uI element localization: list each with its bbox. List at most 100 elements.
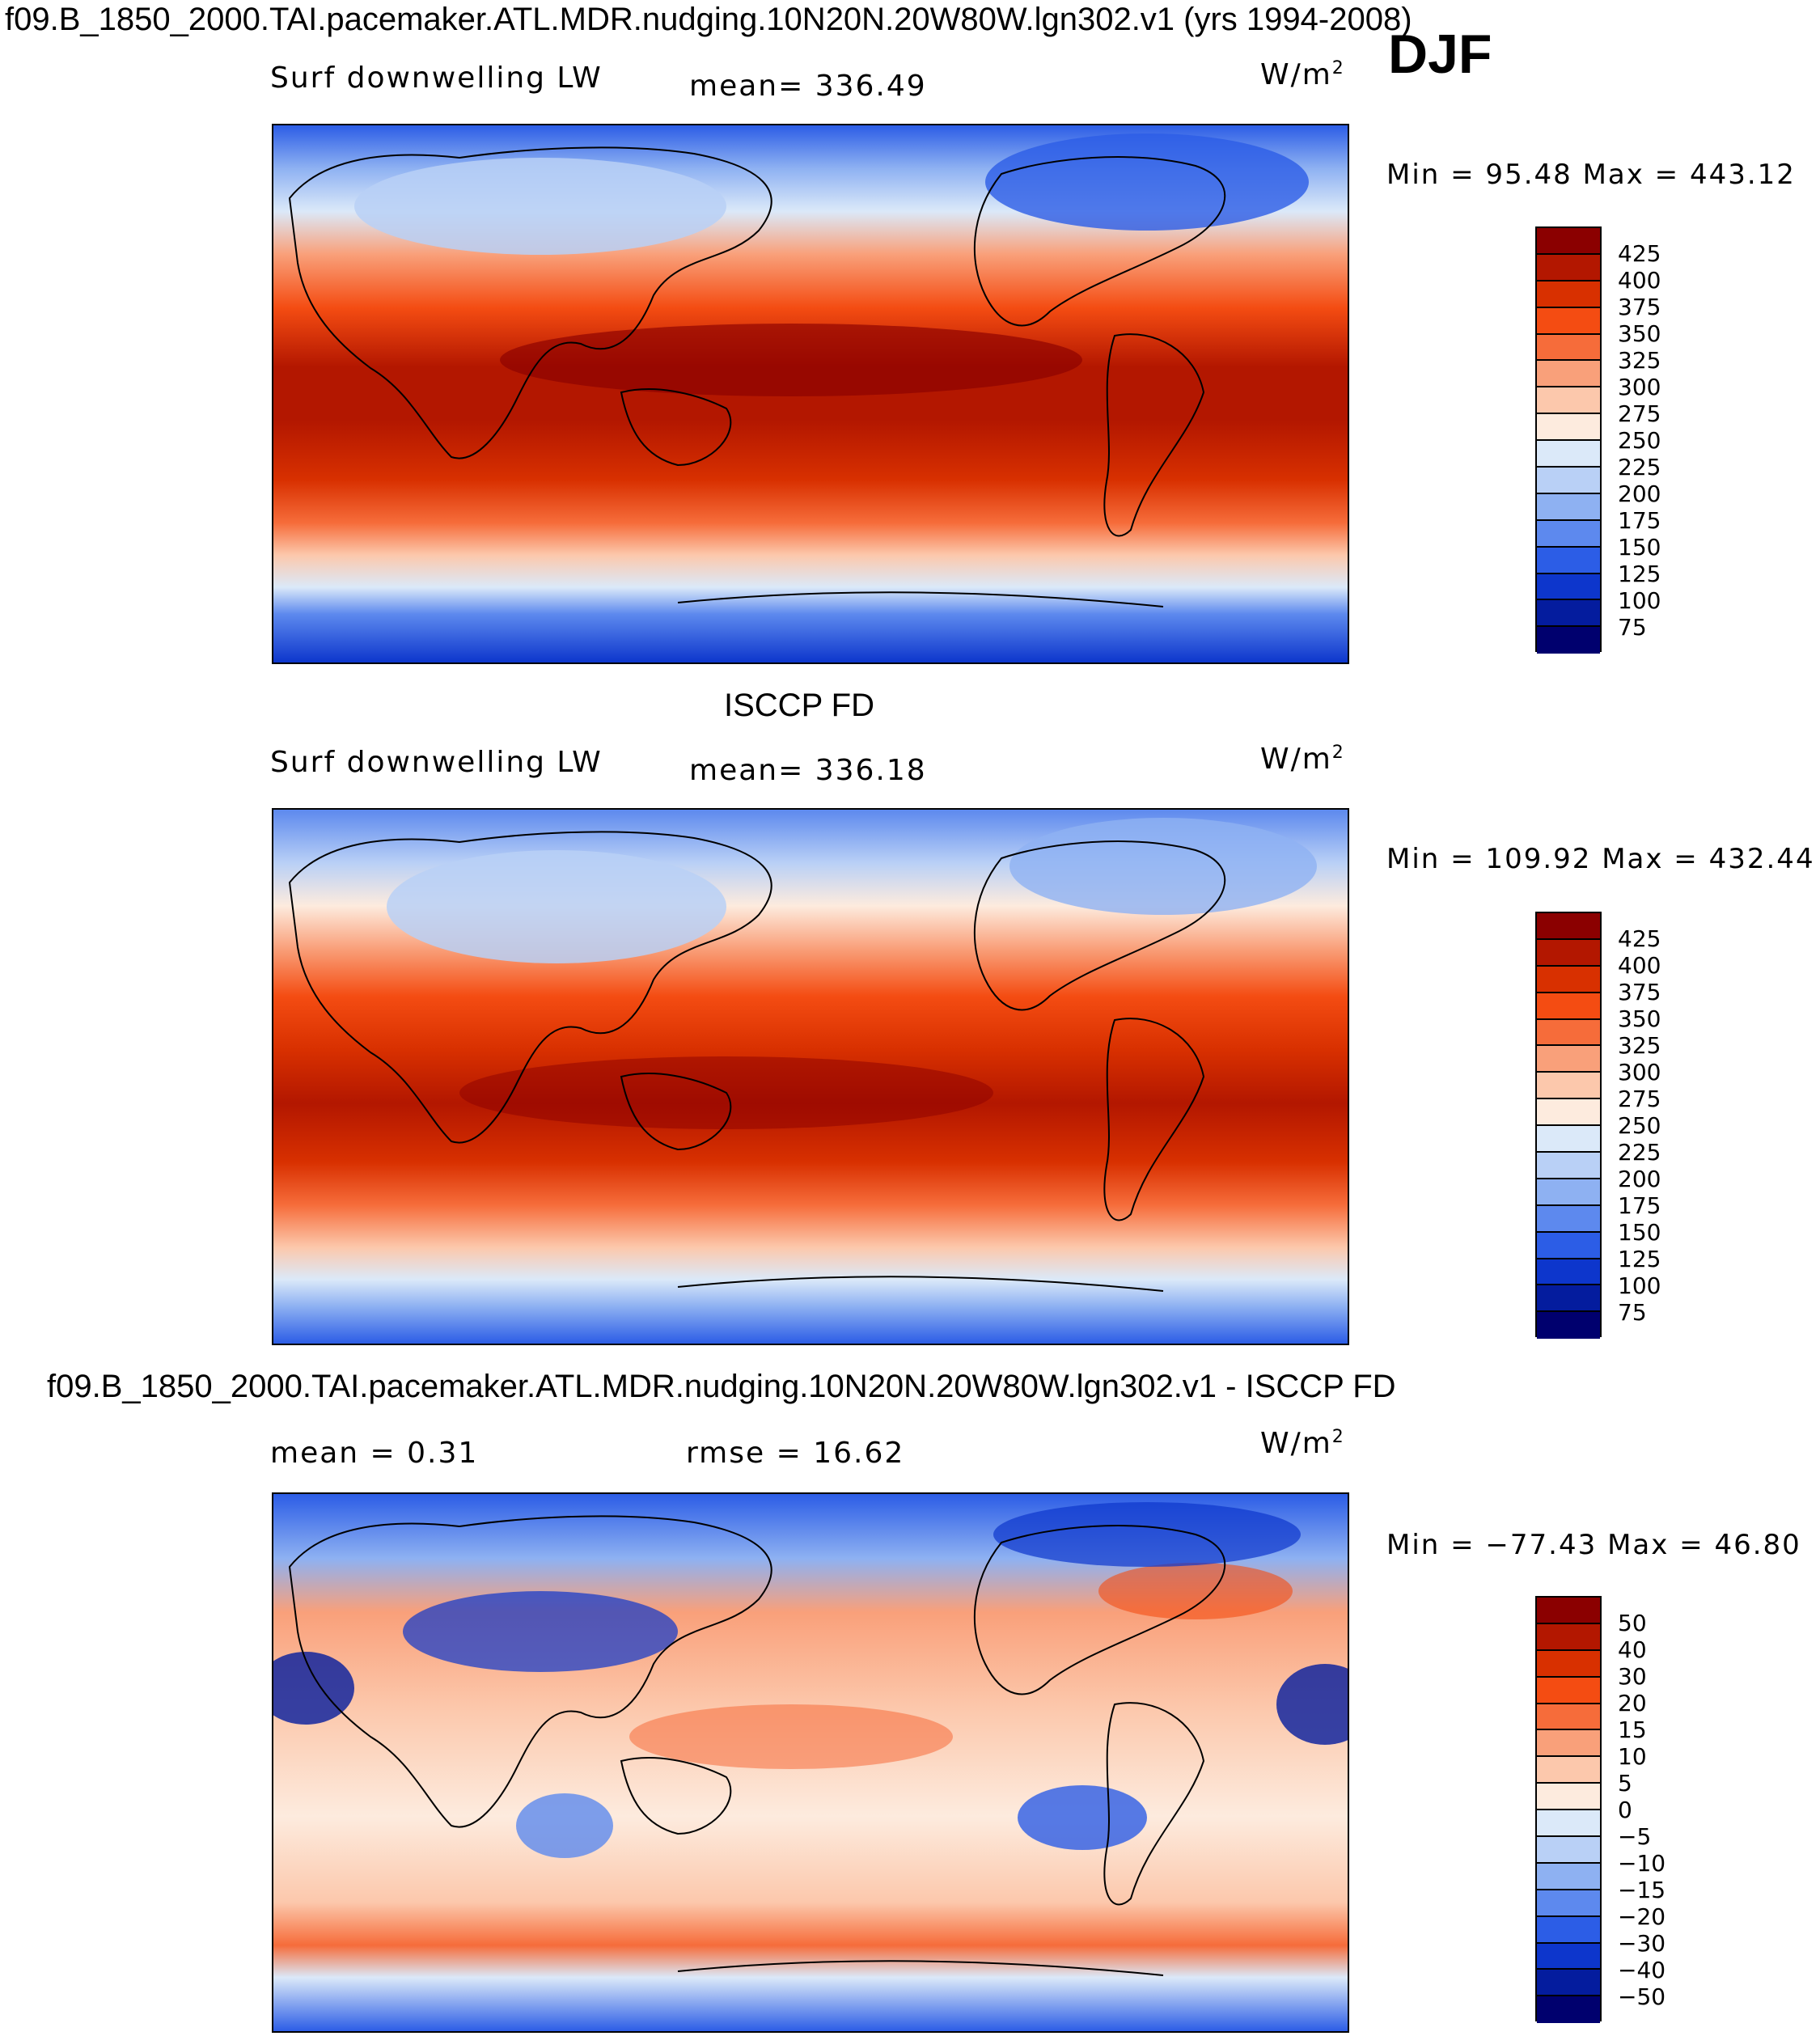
panel1-swatch: [1537, 493, 1600, 521]
panel3-swatch: [1537, 1650, 1600, 1678]
panel1-units: W/m2: [1260, 58, 1345, 91]
panel3-swatch: [1537, 1730, 1600, 1758]
panel3-colorbar: [1535, 1596, 1602, 2024]
panel2-tick: 125: [1618, 1246, 1661, 1272]
panel1-swatch: [1537, 307, 1600, 335]
panel3-swatch: [1537, 1943, 1600, 1970]
panel1-mean: mean= 336.49: [689, 70, 927, 103]
panel2-swatch: [1537, 993, 1600, 1020]
panel1-swatch: [1537, 361, 1600, 388]
panel2-map-svg: [273, 810, 1348, 1344]
panel3-swatch: [1537, 1996, 1600, 2024]
panel3-tick: 40: [1618, 1636, 1647, 1663]
panel2-left-label: Surf downwelling LW: [270, 746, 603, 779]
panel1-swatch: [1537, 387, 1600, 415]
panel3-mean: mean = 0.31: [270, 1437, 479, 1470]
panel3-tick: −10: [1618, 1850, 1666, 1877]
panel1-swatch: [1537, 520, 1600, 548]
panel2-swatch: [1537, 1285, 1600, 1313]
panel1-tick: 300: [1618, 374, 1661, 400]
panel2-tick: 275: [1618, 1086, 1661, 1112]
panel3-swatch: [1537, 1916, 1600, 1944]
panel3-tick: −5: [1618, 1823, 1652, 1850]
panel2-swatch: [1537, 1179, 1600, 1206]
panel3-tick: 5: [1618, 1770, 1632, 1797]
panel2-swatch: [1537, 1153, 1600, 1179]
panel2-tick: 375: [1618, 979, 1661, 1005]
panel3-tick: 50: [1618, 1610, 1647, 1636]
panel2-swatch: [1537, 1232, 1600, 1259]
panel1-swatch: [1537, 334, 1600, 362]
panel1-tick: 325: [1618, 347, 1661, 374]
panel1-swatch: [1537, 468, 1600, 494]
panel2-mean: mean= 336.18: [689, 754, 927, 787]
panel3-map: [272, 1492, 1349, 2033]
panel1-tick: 200: [1618, 480, 1661, 507]
panel1-swatch: [1537, 547, 1600, 574]
panel3-tick: 10: [1618, 1743, 1647, 1770]
panel2-tick: 300: [1618, 1059, 1661, 1086]
panel3-tick: −50: [1618, 1983, 1666, 2010]
panel3-tick: 0: [1618, 1797, 1632, 1823]
season-label: DJF: [1388, 23, 1492, 85]
panel1-colorbar: [1535, 226, 1602, 654]
panel1-tick: 150: [1618, 534, 1661, 561]
panel1-tick: 400: [1618, 267, 1661, 294]
panel2-swatch: [1537, 1312, 1600, 1340]
panel2-swatch: [1537, 1073, 1600, 1100]
panel2-swatch: [1537, 1126, 1600, 1153]
panel1-swatch: [1537, 228, 1600, 255]
panel3-swatch: [1537, 1863, 1600, 1890]
panel3-tick: 15: [1618, 1716, 1647, 1743]
panel2-tick: 250: [1618, 1112, 1661, 1139]
panel2-header: ISCCP FD: [724, 688, 874, 723]
panel3-map-svg: [273, 1494, 1348, 2031]
panel1-tick: 100: [1618, 587, 1661, 614]
panel3-swatch: [1537, 1677, 1600, 1704]
panel2-swatch: [1537, 966, 1600, 993]
panel2-units: W/m2: [1260, 743, 1345, 776]
panel2-swatch: [1537, 1046, 1600, 1073]
panel2-swatch: [1537, 1019, 1600, 1047]
panel1-tick: 75: [1618, 614, 1647, 641]
panel2-swatch: [1537, 913, 1600, 940]
panel1-swatch: [1537, 441, 1600, 468]
panel1-minmax: Min = 95.48 Max = 443.12: [1386, 159, 1796, 191]
panel1-tick: 275: [1618, 400, 1661, 427]
panel1-left-label: Surf downwelling LW: [270, 61, 603, 95]
panel3-swatch: [1537, 1784, 1600, 1811]
panel1-swatch: [1537, 600, 1600, 628]
panel2-minmax: Min = 109.92 Max = 432.44: [1386, 843, 1815, 875]
panel3-swatch: [1537, 1757, 1600, 1784]
panel1-tick: 375: [1618, 294, 1661, 320]
panel2-tick: 200: [1618, 1166, 1661, 1192]
panel3-header: f09.B_1850_2000.TAI.pacemaker.ATL.MDR.nu…: [47, 1369, 1396, 1404]
panel2-tick: 425: [1618, 925, 1661, 952]
panel3-tick: −30: [1618, 1930, 1666, 1957]
panel1-map: [272, 124, 1349, 664]
panel3-minmax: Min = −77.43 Max = 46.80: [1386, 1529, 1801, 1561]
panel2-tick: 325: [1618, 1032, 1661, 1059]
panel2-swatch: [1537, 1099, 1600, 1127]
panel1-swatch: [1537, 254, 1600, 281]
panel3-swatch: [1537, 1704, 1600, 1731]
panel3-swatch: [1537, 1890, 1600, 1917]
panel3-tick: −20: [1618, 1903, 1666, 1930]
panel1-swatch: [1537, 414, 1600, 442]
panel3-swatch: [1537, 1837, 1600, 1864]
panel1-tick: 425: [1618, 240, 1661, 267]
panel3-tick: −15: [1618, 1877, 1666, 1903]
panel2-swatch: [1537, 1205, 1600, 1233]
panel1-tick: 350: [1618, 320, 1661, 347]
figure-title: f09.B_1850_2000.TAI.pacemaker.ATL.MDR.nu…: [5, 2, 1412, 37]
panel2-colorbar: [1535, 912, 1602, 1340]
panel1-tick: 175: [1618, 507, 1661, 534]
panel1-swatch: [1537, 281, 1600, 308]
panel3-swatch: [1537, 1970, 1600, 1997]
panel1-tick: 250: [1618, 427, 1661, 454]
panel2-tick: 400: [1618, 952, 1661, 979]
panel2-tick: 175: [1618, 1192, 1661, 1219]
panel3-tick: 20: [1618, 1690, 1647, 1716]
panel1-tick: 125: [1618, 561, 1661, 587]
panel2-tick: 225: [1618, 1139, 1661, 1166]
